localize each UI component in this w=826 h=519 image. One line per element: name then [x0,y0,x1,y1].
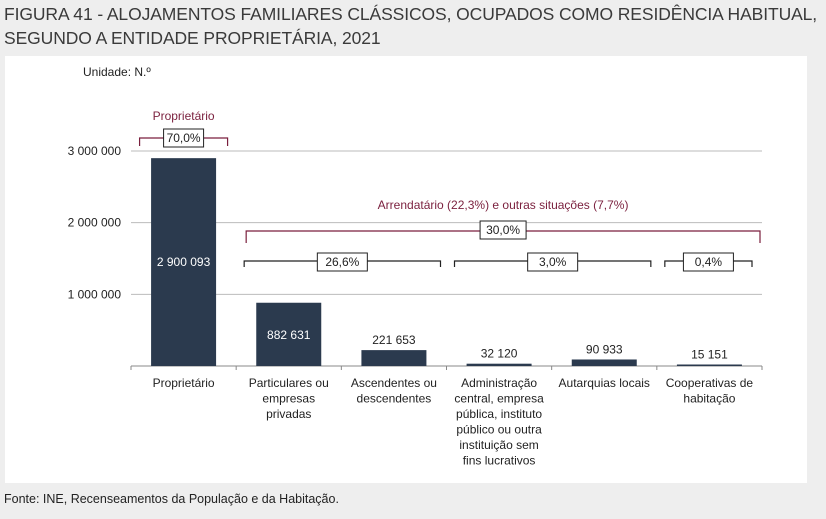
bar [256,302,322,366]
source-note: Fonte: INE, Recenseamentos da População … [4,492,339,506]
group-percentage-box [316,252,368,272]
data-label: 15 151 [691,348,728,362]
bar [571,359,637,366]
group-percentage: 3,0% [539,255,567,269]
bar-chart: 1 000 000 2 000 000 3 000 000 2 900 093 882 … [68,109,763,468]
y-tick-label: 2 000 000 [68,216,122,230]
data-label: 882 631 [267,328,311,342]
bar [466,363,532,366]
renter-percentage-box [479,220,527,240]
data-label: 221 653 [372,333,416,347]
bar [151,158,217,366]
renter-percentage: 30,0% [486,223,520,237]
y-tick-label: 3 000 000 [68,144,122,158]
unit-label: Unidade: N.º [83,65,151,79]
owner-percentage-box [163,128,205,148]
data-label: 2 900 093 [157,255,211,269]
group-percentage: 0,4% [695,255,723,269]
data-label: 32 120 [481,347,518,361]
y-tick-label: 1 000 000 [68,287,122,301]
bar [676,364,742,366]
chart-panel: Unidade: N.º 1 000 000 2 000 000 3 000 000… [5,56,807,483]
data-label: 90 933 [586,342,623,356]
owner-percentage: 70,0% [167,131,201,145]
figure-title: FIGURA 41 - ALOJAMENTOS FAMILIARES CLÁSS… [4,4,818,48]
renter-annotation-title: Arrendatário (22,3%) e outras situações … [378,198,629,212]
group-percentage-box [527,252,579,272]
x-category-label: Proprietário [153,376,215,390]
x-category-label: Autarquias locais [559,376,650,390]
x-category-label: Ascendentes ou descendentes [351,376,437,406]
owner-annotation-title: Proprietário [153,109,215,123]
x-category-label: Cooperativas de habitação [666,376,754,406]
x-category-label: Administração central, empresa pública, in… [454,376,544,468]
bar [361,350,427,366]
x-category-label: Particulares ou empresas privadas [249,376,329,421]
group-percentage-box [682,252,734,272]
group-percentage: 26,6% [325,255,359,269]
